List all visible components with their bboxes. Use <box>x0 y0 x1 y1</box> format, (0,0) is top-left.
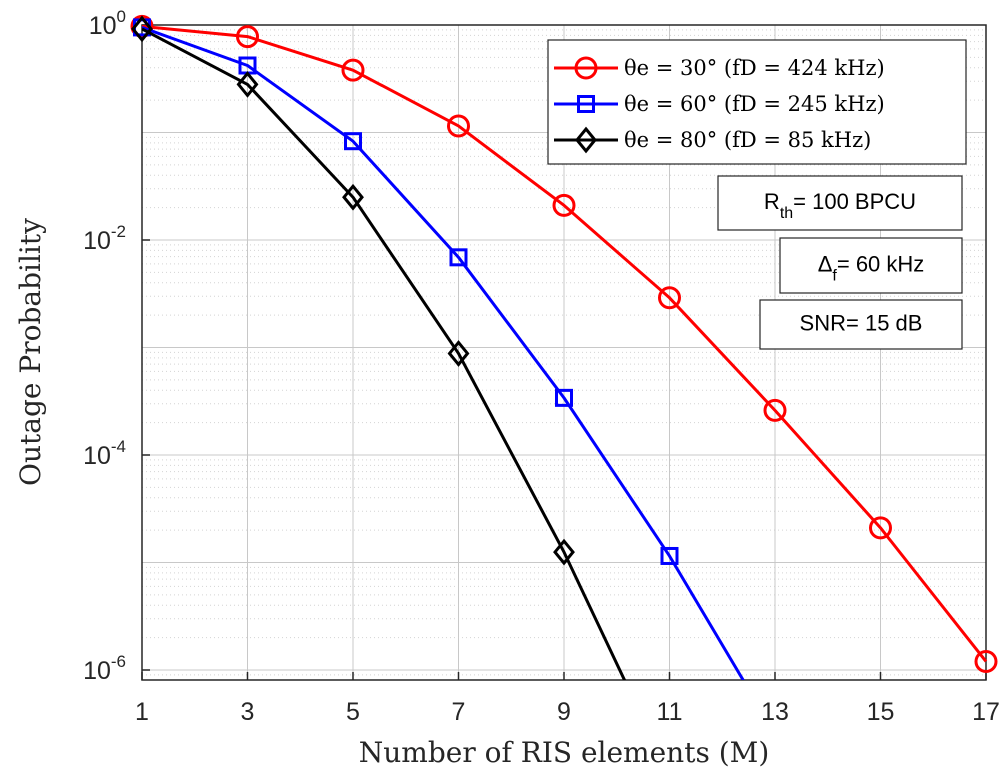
x-tick-label: 5 <box>346 698 360 726</box>
data-point <box>658 286 681 310</box>
snr-box: SNR= 15 dB <box>759 299 963 350</box>
y-tick-label: 10-6 <box>83 652 126 685</box>
data-point <box>342 183 364 211</box>
data-point <box>341 58 365 82</box>
data-point <box>344 132 362 151</box>
y-tick-label: 10-4 <box>83 437 126 470</box>
annotation-box <box>759 299 963 350</box>
x-tick-label: 1 <box>135 698 149 726</box>
data-point <box>974 649 998 673</box>
data-point <box>131 15 153 43</box>
grid-minor <box>142 29 986 676</box>
legend-marker <box>574 56 598 80</box>
x-tick-label: 15 <box>867 698 895 726</box>
x-tick-label: 7 <box>452 698 466 726</box>
x-axis-label-text: Number of RIS elements (M) <box>359 736 770 769</box>
data-point <box>553 538 575 566</box>
x-tick-label: 17 <box>972 698 1000 726</box>
legend-entry: θe = 60° (fD = 245 kHz) <box>554 92 885 116</box>
y-axis-label: Outage Probability <box>14 218 47 486</box>
data-point <box>763 398 787 422</box>
y-tick-label: 10-2 <box>83 222 126 255</box>
data-point <box>869 516 892 540</box>
legend-box <box>547 39 967 165</box>
series-line <box>142 24 988 663</box>
x-axis-label: Number of RIS elements (M) <box>359 736 770 769</box>
y-tick-label: 100 <box>89 7 126 40</box>
rate-threshold-box: Rth= 100 BPCU <box>717 175 963 231</box>
series-theta-30 <box>130 14 998 673</box>
series-theta-60 <box>133 18 745 680</box>
x-tick-label: 9 <box>557 698 571 726</box>
x-tick-label: 11 <box>657 698 683 726</box>
annotation-box <box>717 175 963 231</box>
data-point <box>236 25 259 49</box>
data-point <box>447 114 470 138</box>
annotation-text: Rth= 100 BPCU <box>764 189 916 222</box>
series-theta-80 <box>131 15 627 680</box>
series-line <box>142 27 627 680</box>
legend-entry: θe = 30° (fD = 424 kHz) <box>554 56 885 80</box>
frequency-offset-box: Δf= 60 kHz <box>779 237 963 294</box>
legend: θe = 30° (fD = 424 kHz) θe = 60° (fD = 24… <box>547 39 967 165</box>
annotation-text: SNR= 15 dB <box>800 311 923 336</box>
data-point <box>236 71 259 98</box>
annotation-text: Δf= 60 kHz <box>818 252 925 285</box>
series-group <box>130 14 998 680</box>
legend-marker <box>577 95 595 113</box>
data-point <box>447 340 470 367</box>
data-point <box>660 546 679 565</box>
annotation-box <box>779 237 963 294</box>
data-point <box>449 248 468 267</box>
legend-label: θe = 80° (fD = 85 kHz) <box>624 128 871 152</box>
legend-label: θe = 60° (fD = 245 kHz) <box>624 92 885 116</box>
legend-marker <box>575 126 597 154</box>
x-tick-label: 3 <box>241 698 255 726</box>
data-point <box>555 388 573 407</box>
legend-label: θe = 30° (fD = 424 kHz) <box>624 56 885 80</box>
data-point <box>552 193 576 217</box>
x-tick-label: 13 <box>761 698 789 726</box>
legend-entry: θe = 80° (fD = 85 kHz) <box>554 126 871 154</box>
series-line <box>142 25 745 680</box>
parameter-annotations: Rth= 100 BPCU Δf= 60 kHz SNR= 15 dB <box>717 175 963 350</box>
